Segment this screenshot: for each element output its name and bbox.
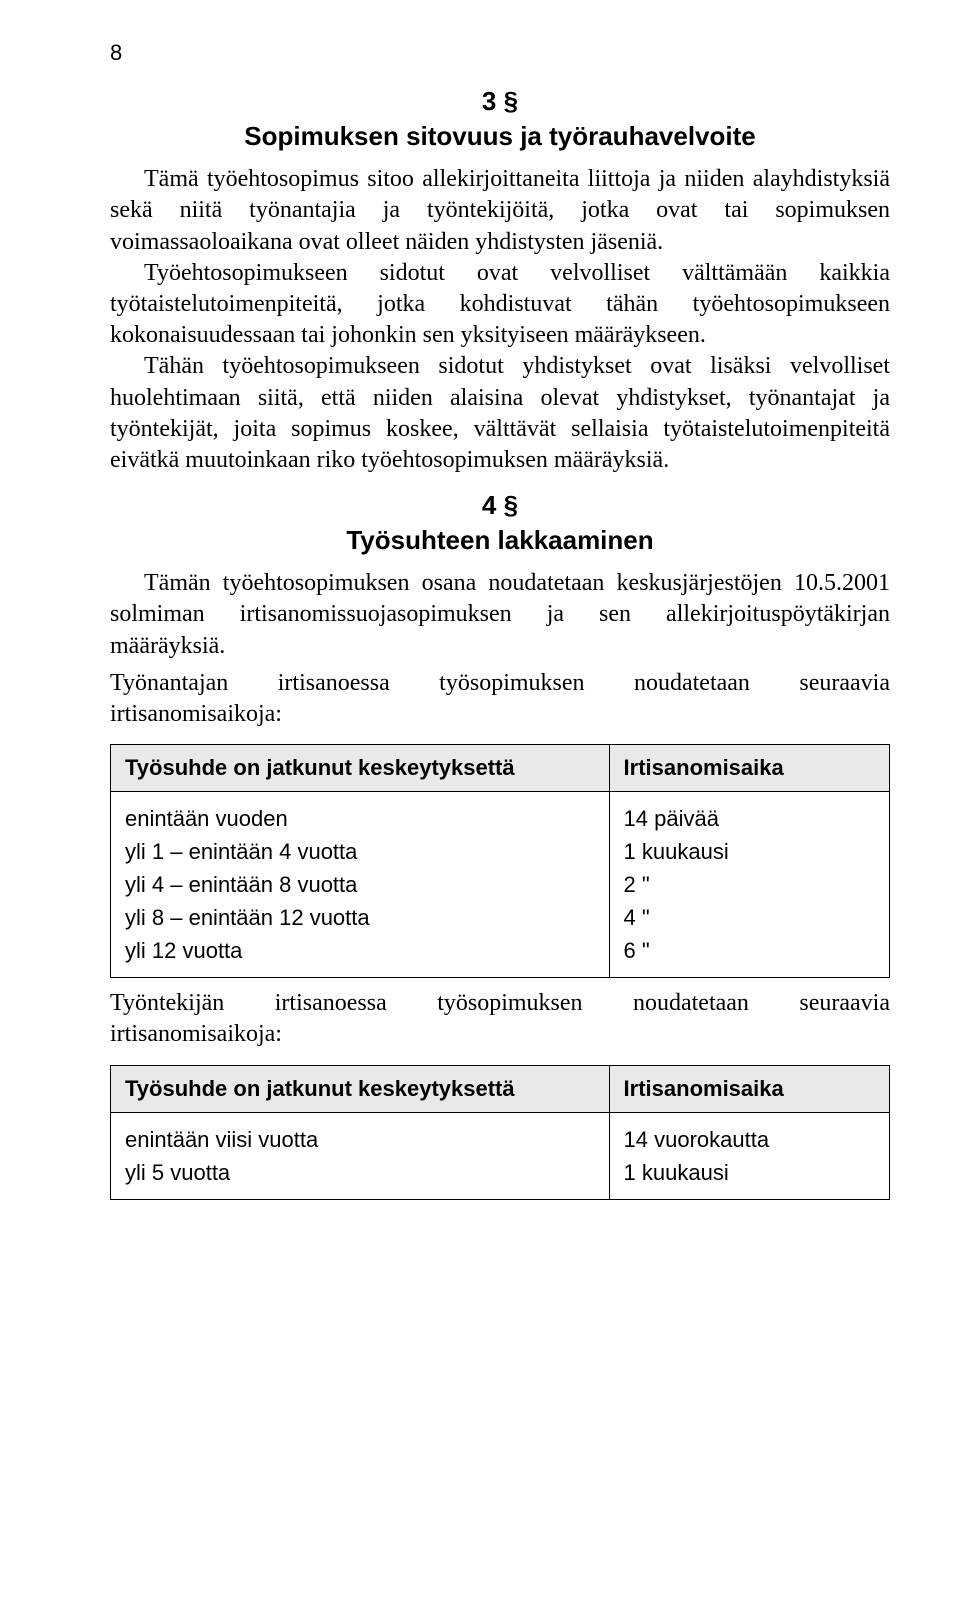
employee-notice-table: Työsuhde on jatkunut keskeytyksettä Irti…: [110, 1065, 890, 1200]
table2-left: enintään viisi vuotta yli 5 vuotta: [111, 1112, 610, 1199]
section3-para3: Tähän työehtosopimukseen sidotut yhdisty…: [110, 351, 890, 476]
section4-title: Työsuhteen lakkaaminen: [346, 525, 653, 555]
section4-para1: Tämän työehtosopimuksen osana noudatetaa…: [110, 568, 890, 662]
section4-heading: 4 § Työsuhteen lakkaaminen: [110, 488, 890, 558]
page-number: 8: [110, 40, 890, 66]
section3-para2: Työehtosopimukseen sidotut ovat velvolli…: [110, 258, 890, 352]
table1-right: 14 päivää 1 kuukausi 2 " 4 " 6 ": [609, 792, 889, 978]
section3-title: Sopimuksen sitovuus ja työrauhavelvoite: [244, 121, 755, 151]
table1-header-left: Työsuhde on jatkunut keskeytyksettä: [111, 745, 610, 792]
table2-right: 14 vuorokautta 1 kuukausi: [609, 1112, 889, 1199]
table2-header-left: Työsuhde on jatkunut keskeytyksettä: [111, 1065, 610, 1112]
section4-para2: Työnantajan irtisanoessa työsopimuksen n…: [110, 668, 890, 730]
section4-para3: Työntekijän irtisanoessa työsopimuksen n…: [110, 988, 890, 1050]
table1-left: enintään vuoden yli 1 – enintään 4 vuott…: [111, 792, 610, 978]
section4-number: 4 §: [110, 488, 890, 523]
section3-para1: Tämä työehtosopimus sitoo allekirjoittan…: [110, 164, 890, 258]
section3-number: 3 §: [110, 84, 890, 119]
section3-heading: 3 § Sopimuksen sitovuus ja työrauhavelvo…: [110, 84, 890, 154]
table2-header-right: Irtisanomisaika: [609, 1065, 889, 1112]
table1-header-right: Irtisanomisaika: [609, 745, 889, 792]
employer-notice-table: Työsuhde on jatkunut keskeytyksettä Irti…: [110, 744, 890, 978]
